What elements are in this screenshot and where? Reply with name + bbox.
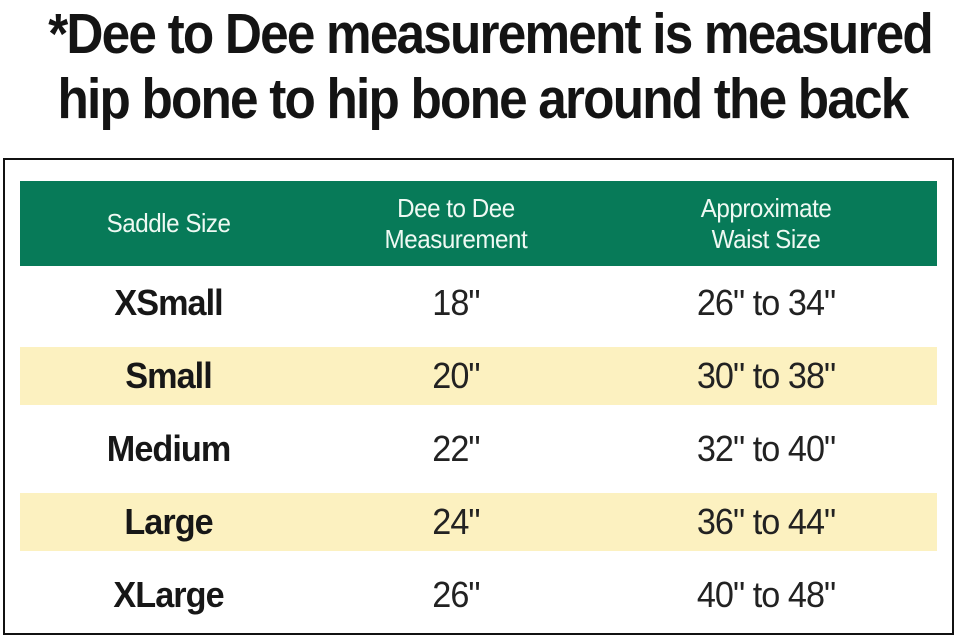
table-row-large: Large 24" 36" to 44"	[20, 485, 937, 558]
cell-size: Large	[124, 500, 213, 542]
cell-size: XSmall	[114, 281, 223, 323]
note-line-2: hip bone to hip bone around the back	[57, 67, 909, 131]
cell-size: Small	[125, 354, 212, 396]
size-chart-frame: Saddle Size Dee to Dee Measurement Appro…	[3, 158, 954, 635]
cell-dee-measurement: 24"	[432, 500, 480, 542]
note-line-1: *Dee to Dee measurement is measured	[48, 2, 933, 66]
cell-dee-measurement: 22"	[432, 427, 480, 469]
size-chart-table: Saddle Size Dee to Dee Measurement Appro…	[20, 181, 937, 631]
cell-size: Medium	[106, 427, 231, 469]
cell-waist-range: 32" to 40"	[696, 427, 836, 469]
cell-waist-range: 36" to 44"	[696, 500, 836, 542]
table-header-row: Saddle Size Dee to Dee Measurement Appro…	[20, 181, 937, 266]
cell-waist-range: 26" to 34"	[696, 281, 836, 323]
cell-dee-measurement: 26"	[432, 573, 480, 615]
table-row-medium: Medium 22" 32" to 40"	[20, 412, 937, 485]
cell-waist-range: 30" to 38"	[696, 354, 836, 396]
cell-waist-range: 40" to 48"	[696, 573, 836, 615]
column-header-saddle-size: Saddle Size	[106, 208, 231, 238]
cell-dee-measurement: 18"	[432, 281, 480, 323]
column-header-dee-to-dee: Dee to Dee Measurement	[384, 192, 528, 254]
table-row-xlarge: XLarge 26" 40" to 48"	[20, 558, 937, 631]
cell-size: XLarge	[113, 573, 224, 615]
column-header-waist-size: Approximate Waist Size	[700, 192, 832, 254]
table-row-xsmall: XSmall 18" 26" to 34"	[20, 266, 937, 339]
measurement-note: *Dee to Dee measurement is measured hip …	[0, 2, 965, 132]
cell-dee-measurement: 20"	[432, 354, 480, 396]
table-row-small: Small 20" 30" to 38"	[20, 339, 937, 412]
